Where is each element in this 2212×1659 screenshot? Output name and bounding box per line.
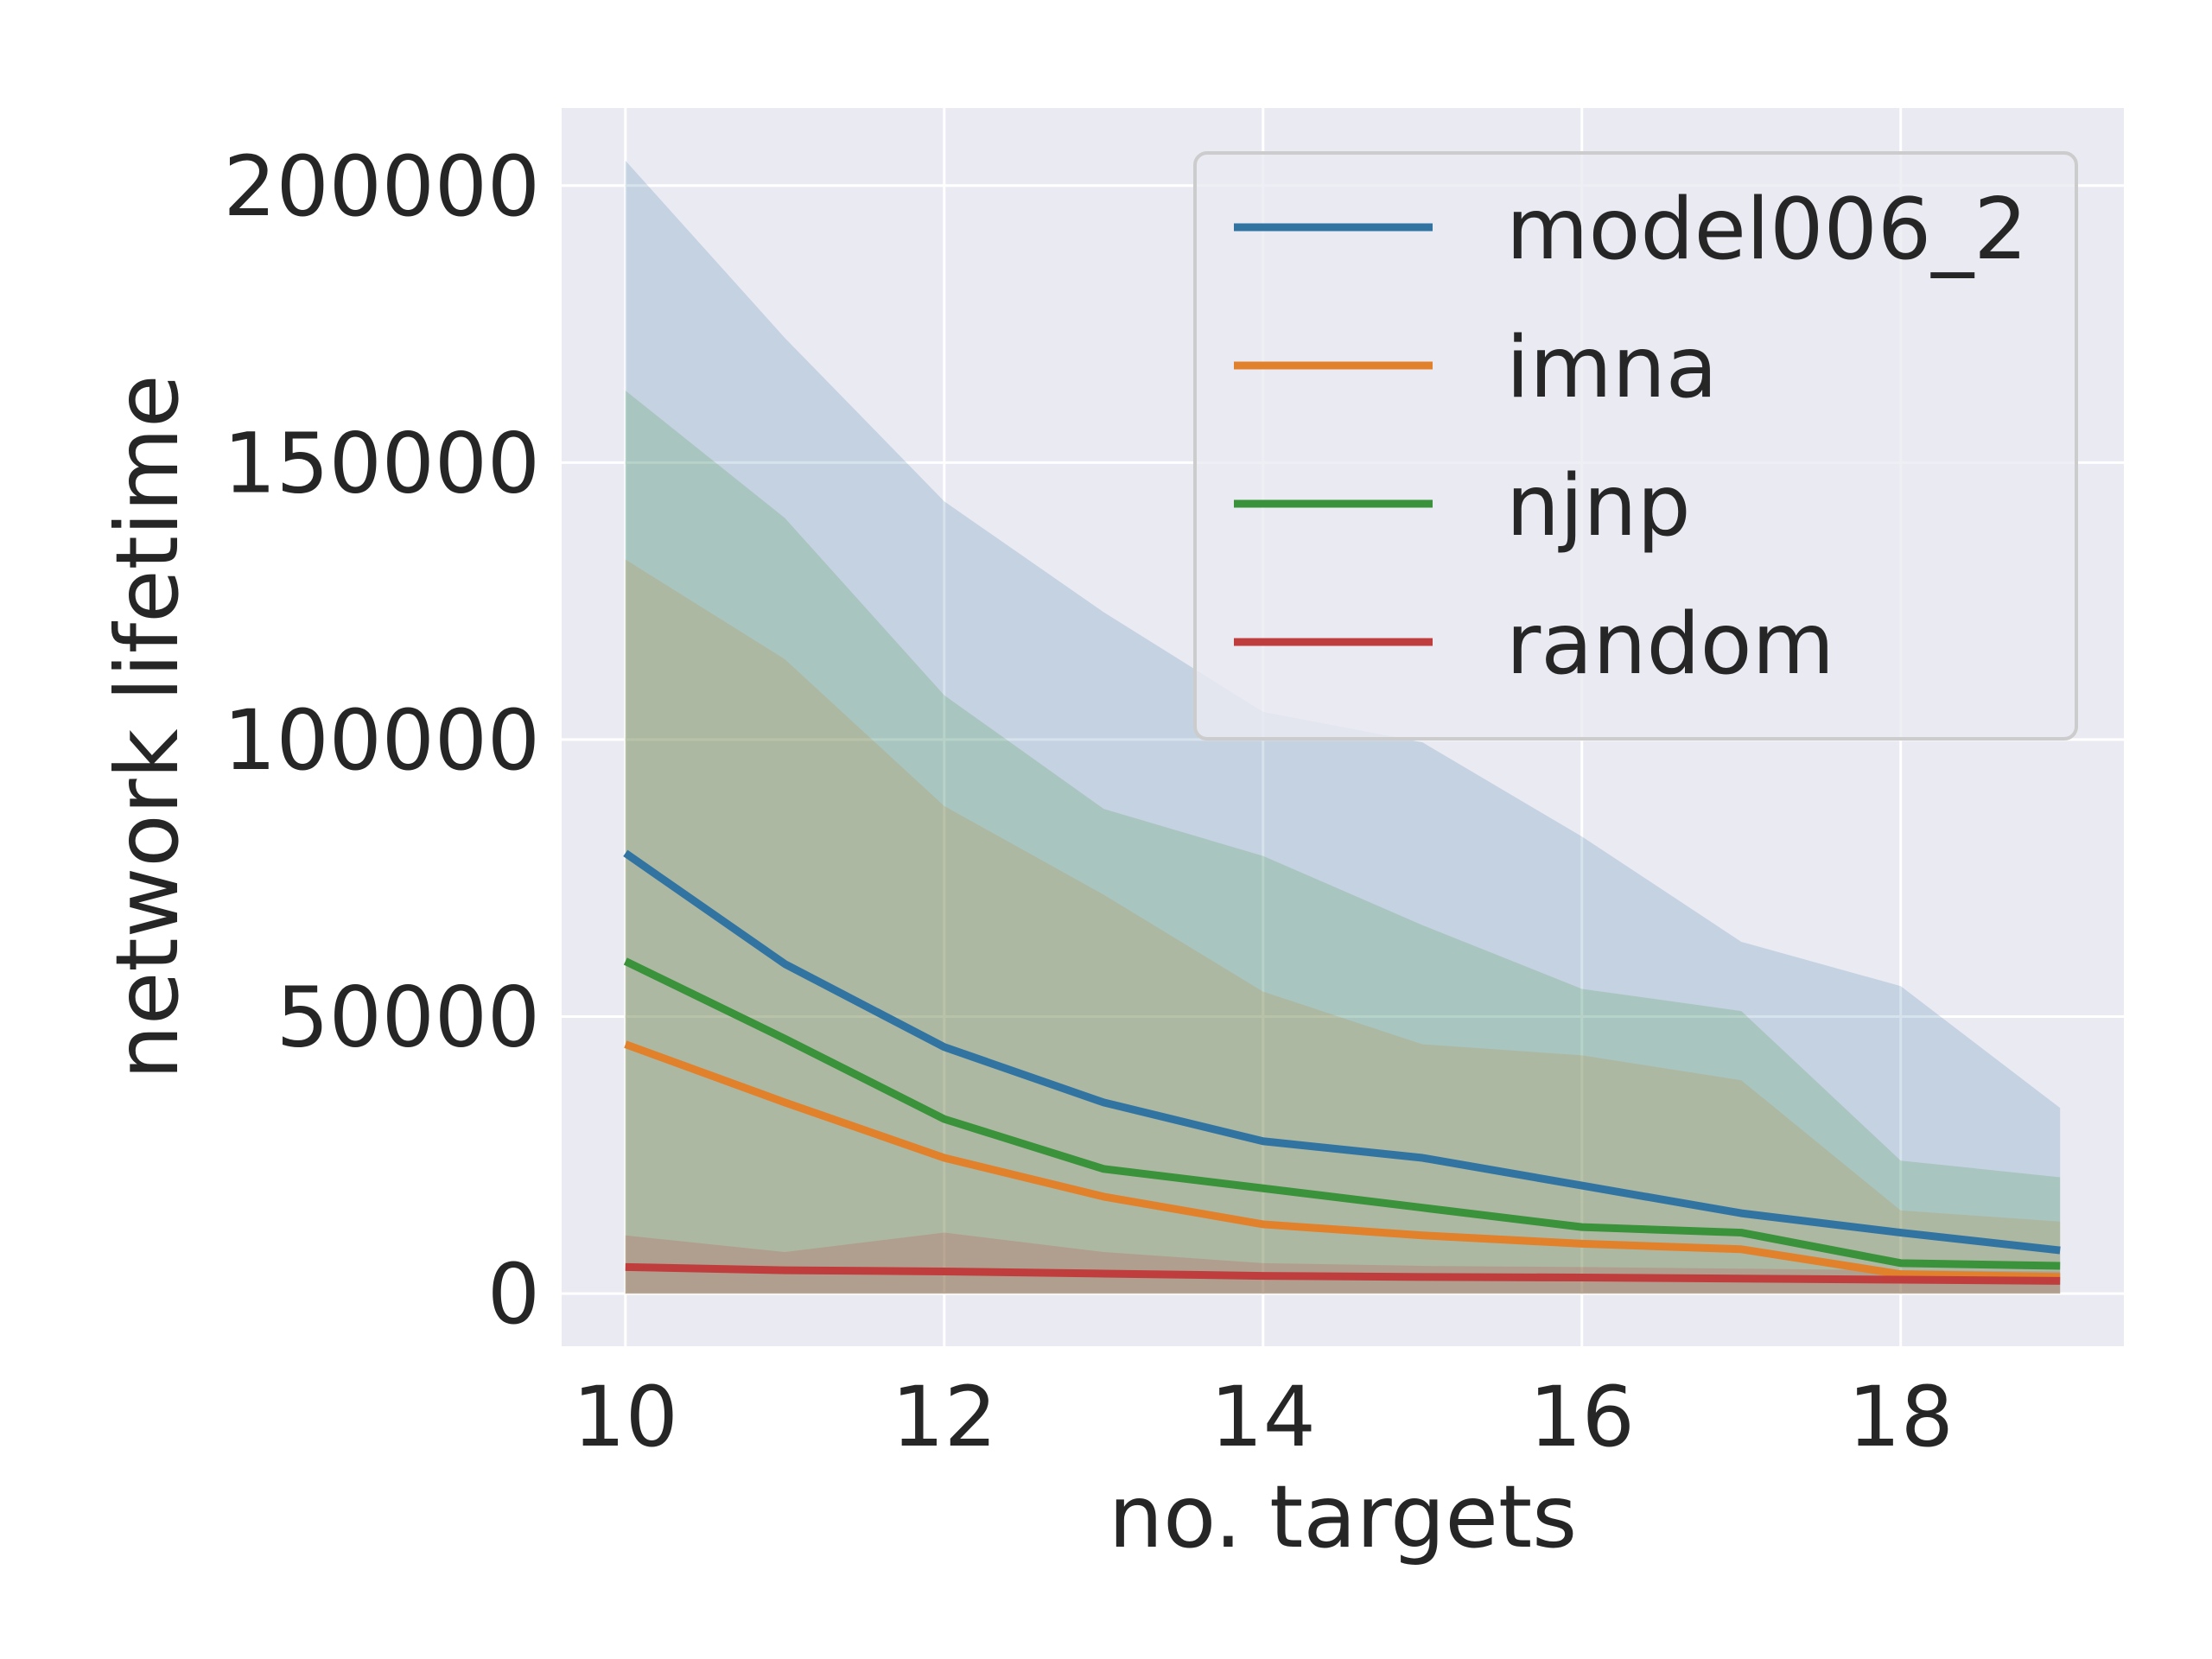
- series-line-imna: [624, 1040, 2061, 1281]
- y-tick-label: 200000: [224, 138, 540, 235]
- x-tick-label: 12: [892, 1369, 997, 1465]
- legend-frame: [1193, 151, 2078, 741]
- series-lines: [623, 849, 2061, 1285]
- series-line-model006_2: [623, 849, 2061, 1255]
- legend-label-imna: imna: [1506, 319, 1718, 417]
- legend-label-model006_2: model006_2: [1506, 181, 2028, 279]
- y-tick-label: 0: [487, 1246, 540, 1343]
- x-tick-labels: 10 12 14 16 18: [573, 1369, 1954, 1465]
- y-axis-label: network lifetime: [97, 374, 198, 1079]
- series-line-random: [625, 1262, 2061, 1285]
- x-tick-label: 10: [573, 1369, 678, 1465]
- band-imna: [625, 559, 2061, 1294]
- series-line-njnp: [623, 957, 2061, 1270]
- x-tick-label: 18: [1848, 1369, 1954, 1465]
- y-tick-label: 100000: [224, 692, 540, 789]
- y-tick-labels: 0 50000 100000 150000 200000: [224, 138, 540, 1343]
- y-tick-label: 50000: [276, 969, 540, 1066]
- x-tick-label: 14: [1211, 1369, 1316, 1465]
- y-tick-label: 150000: [224, 415, 540, 512]
- x-axis-label: no. targets: [1109, 1466, 1578, 1567]
- band-njnp: [625, 390, 2061, 1294]
- legend-label-random: random: [1506, 595, 1834, 694]
- legend-label-njnp: njnp: [1506, 457, 1691, 556]
- x-tick-label: 16: [1529, 1369, 1635, 1465]
